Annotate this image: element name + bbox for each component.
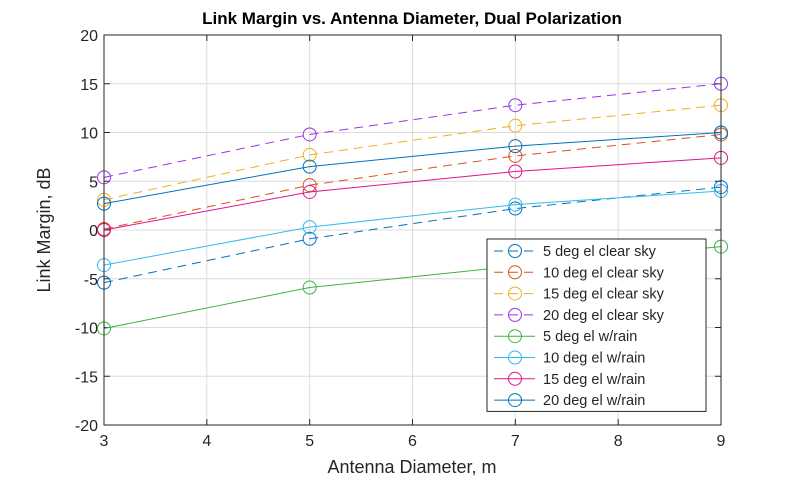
legend-marker — [508, 329, 522, 344]
y-tick-label: 15 — [80, 77, 98, 94]
data-point — [508, 118, 523, 133]
y-tick-label: 5 — [89, 174, 98, 191]
data-point — [302, 220, 317, 235]
legend: 5 deg el clear sky 10 deg el clear sky 15 … — [486, 238, 707, 412]
data-point — [508, 98, 523, 113]
series-line — [103, 133, 722, 230]
legend-entry-label: 15 deg el w/rain — [543, 372, 645, 388]
legend-marker — [508, 244, 522, 258]
x-tick-label: 5 — [305, 433, 314, 450]
series-line — [103, 157, 722, 231]
y-axis-label: Link Margin, dB — [34, 167, 54, 292]
data-point — [302, 159, 317, 174]
x-tick-label: 8 — [614, 433, 623, 450]
legend-entry-label: 5 deg el w/rain — [543, 329, 637, 345]
series-line — [103, 186, 722, 284]
data-point — [302, 147, 317, 162]
y-tick-label: 0 — [89, 223, 98, 240]
legend-entry-label: 10 deg el clear sky — [543, 265, 665, 281]
legend-marker — [508, 371, 522, 386]
series-line — [103, 132, 722, 205]
legend-marker — [508, 286, 522, 301]
legend-box — [486, 238, 707, 412]
data-point — [302, 127, 317, 142]
y-tick-label: 10 — [80, 126, 98, 143]
data-point — [508, 201, 523, 216]
y-tick-label: 20 — [80, 28, 98, 45]
legend-entry-label: 5 deg el clear sky — [543, 244, 657, 260]
y-tick-label: -10 — [75, 321, 98, 338]
data-point — [302, 184, 317, 199]
legend-marker — [508, 393, 522, 408]
x-axis-label: Antenna Diameter, m — [327, 457, 496, 477]
legend-entry-label: 10 deg el w/rain — [543, 351, 645, 367]
x-tick-label: 6 — [408, 433, 417, 450]
data-point — [508, 148, 523, 163]
legend-entry-label: 15 deg el clear sky — [543, 287, 665, 303]
x-tick-label: 4 — [202, 433, 211, 450]
series-line — [103, 190, 722, 266]
legend-marker — [508, 307, 522, 322]
y-tick-label: -5 — [84, 272, 98, 289]
series-line — [103, 104, 722, 201]
series-line — [103, 83, 722, 178]
data-point — [302, 280, 317, 295]
chart-title: Link Margin vs. Antenna Diameter, Dual P… — [202, 9, 622, 28]
legend-entry-label: 20 deg el w/rain — [543, 393, 645, 409]
data-point — [508, 139, 523, 154]
y-tick-label: -15 — [75, 369, 98, 386]
x-tick-label: 7 — [511, 433, 520, 450]
legend-entry-label: 20 deg el clear sky — [543, 308, 665, 324]
data-point — [302, 231, 317, 246]
data-point — [508, 164, 523, 179]
series-group — [97, 76, 728, 336]
x-tick-label: 9 — [717, 433, 726, 450]
x-tick-label: 3 — [100, 433, 109, 450]
tick-labels: 3 4 5 6 7 8 9 -20 -15 -10 -5 0 5 10 15 20 — [75, 28, 726, 450]
plot-frame — [103, 34, 722, 426]
data-point — [508, 197, 523, 212]
y-tick-label: -20 — [75, 418, 98, 435]
legend-marker — [508, 265, 522, 280]
legend-marker — [508, 350, 522, 365]
